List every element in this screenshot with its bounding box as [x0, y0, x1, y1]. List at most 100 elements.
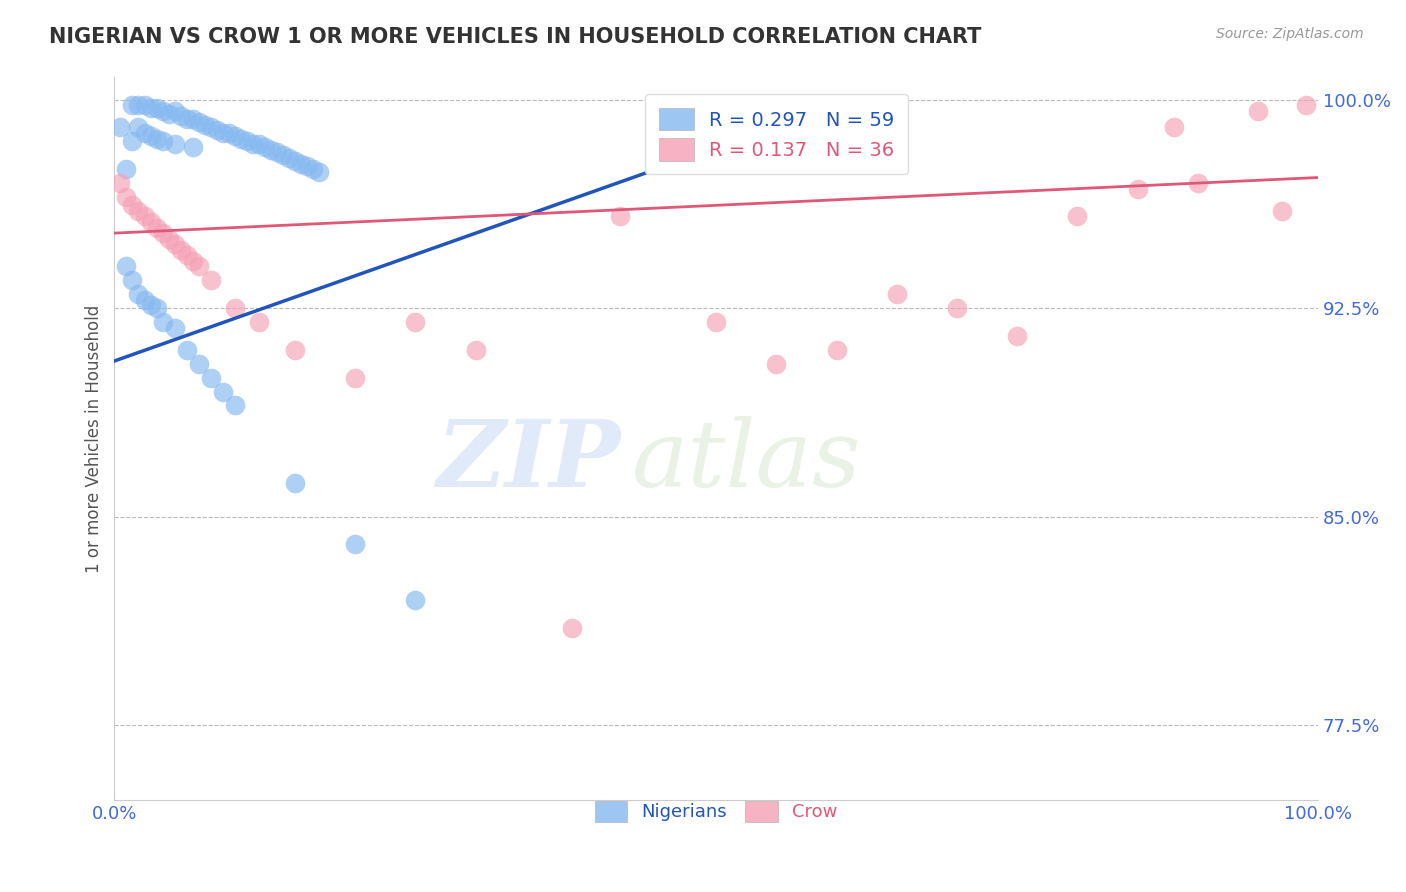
Point: [145, 301, 167, 315]
Point: [284, 343, 307, 357]
Point: [224, 128, 246, 143]
Point: [134, 98, 156, 112]
Point: [1247, 103, 1270, 118]
Point: [344, 370, 367, 384]
Point: [1066, 210, 1088, 224]
Point: [134, 126, 156, 140]
Point: [115, 260, 138, 274]
Point: [187, 115, 209, 129]
Point: [253, 140, 276, 154]
Point: [169, 243, 191, 257]
Point: [278, 151, 301, 165]
Point: [1126, 181, 1149, 195]
Point: [145, 220, 167, 235]
Point: [152, 134, 174, 148]
Point: [163, 320, 186, 334]
Point: [121, 198, 143, 212]
Point: [181, 140, 204, 154]
Point: [110, 176, 132, 190]
Point: [127, 120, 149, 135]
Point: [218, 126, 240, 140]
Point: [121, 273, 143, 287]
Point: [302, 162, 325, 177]
Point: [176, 112, 198, 127]
Text: atlas: atlas: [633, 416, 862, 506]
Point: [163, 137, 186, 152]
Point: [825, 98, 848, 112]
Y-axis label: 1 or more Vehicles in Household: 1 or more Vehicles in Household: [86, 305, 103, 573]
Point: [260, 143, 283, 157]
Point: [194, 118, 217, 132]
Point: [1187, 176, 1209, 190]
Point: [200, 273, 222, 287]
Point: [609, 210, 631, 224]
Point: [271, 148, 294, 162]
Point: [176, 343, 198, 357]
Point: [825, 343, 848, 357]
Point: [181, 254, 204, 268]
Point: [464, 343, 486, 357]
Point: [1271, 203, 1294, 218]
Point: [139, 128, 162, 143]
Point: [229, 131, 252, 145]
Point: [187, 357, 209, 371]
Point: [176, 248, 198, 262]
Point: [139, 101, 162, 115]
Point: [236, 134, 259, 148]
Point: [284, 476, 307, 491]
Point: [284, 153, 307, 168]
Point: [181, 112, 204, 127]
Point: [145, 101, 167, 115]
Point: [115, 190, 138, 204]
Text: Source: ZipAtlas.com: Source: ZipAtlas.com: [1216, 27, 1364, 41]
Point: [127, 287, 149, 301]
Point: [886, 287, 908, 301]
Point: [344, 537, 367, 551]
Point: [224, 399, 246, 413]
Text: NIGERIAN VS CROW 1 OR MORE VEHICLES IN HOUSEHOLD CORRELATION CHART: NIGERIAN VS CROW 1 OR MORE VEHICLES IN H…: [49, 27, 981, 46]
Point: [127, 203, 149, 218]
Point: [134, 210, 156, 224]
Point: [134, 293, 156, 307]
Point: [169, 109, 191, 123]
Point: [242, 137, 264, 152]
Point: [1163, 120, 1185, 135]
Point: [224, 301, 246, 315]
Point: [308, 165, 330, 179]
Point: [145, 131, 167, 145]
Point: [163, 103, 186, 118]
Point: [139, 298, 162, 312]
Point: [266, 145, 288, 160]
Point: [404, 593, 426, 607]
Point: [211, 126, 233, 140]
Point: [152, 226, 174, 240]
Point: [290, 156, 312, 170]
Point: [157, 106, 180, 120]
Point: [561, 621, 583, 635]
Point: [200, 120, 222, 135]
Point: [765, 357, 787, 371]
Point: [152, 315, 174, 329]
Point: [127, 98, 149, 112]
Point: [163, 237, 186, 252]
Point: [139, 215, 162, 229]
Point: [121, 134, 143, 148]
Point: [1005, 329, 1028, 343]
Point: [704, 315, 727, 329]
Point: [157, 232, 180, 246]
Point: [946, 301, 969, 315]
Point: [121, 98, 143, 112]
Point: [200, 370, 222, 384]
Text: ZIP: ZIP: [436, 416, 620, 506]
Point: [152, 103, 174, 118]
Point: [115, 162, 138, 177]
Point: [1295, 98, 1317, 112]
Legend: Nigerians, Crow: Nigerians, Crow: [582, 789, 851, 835]
Point: [211, 384, 233, 399]
Point: [247, 137, 270, 152]
Point: [110, 120, 132, 135]
Point: [247, 315, 270, 329]
Point: [404, 315, 426, 329]
Point: [205, 123, 228, 137]
Point: [187, 260, 209, 274]
